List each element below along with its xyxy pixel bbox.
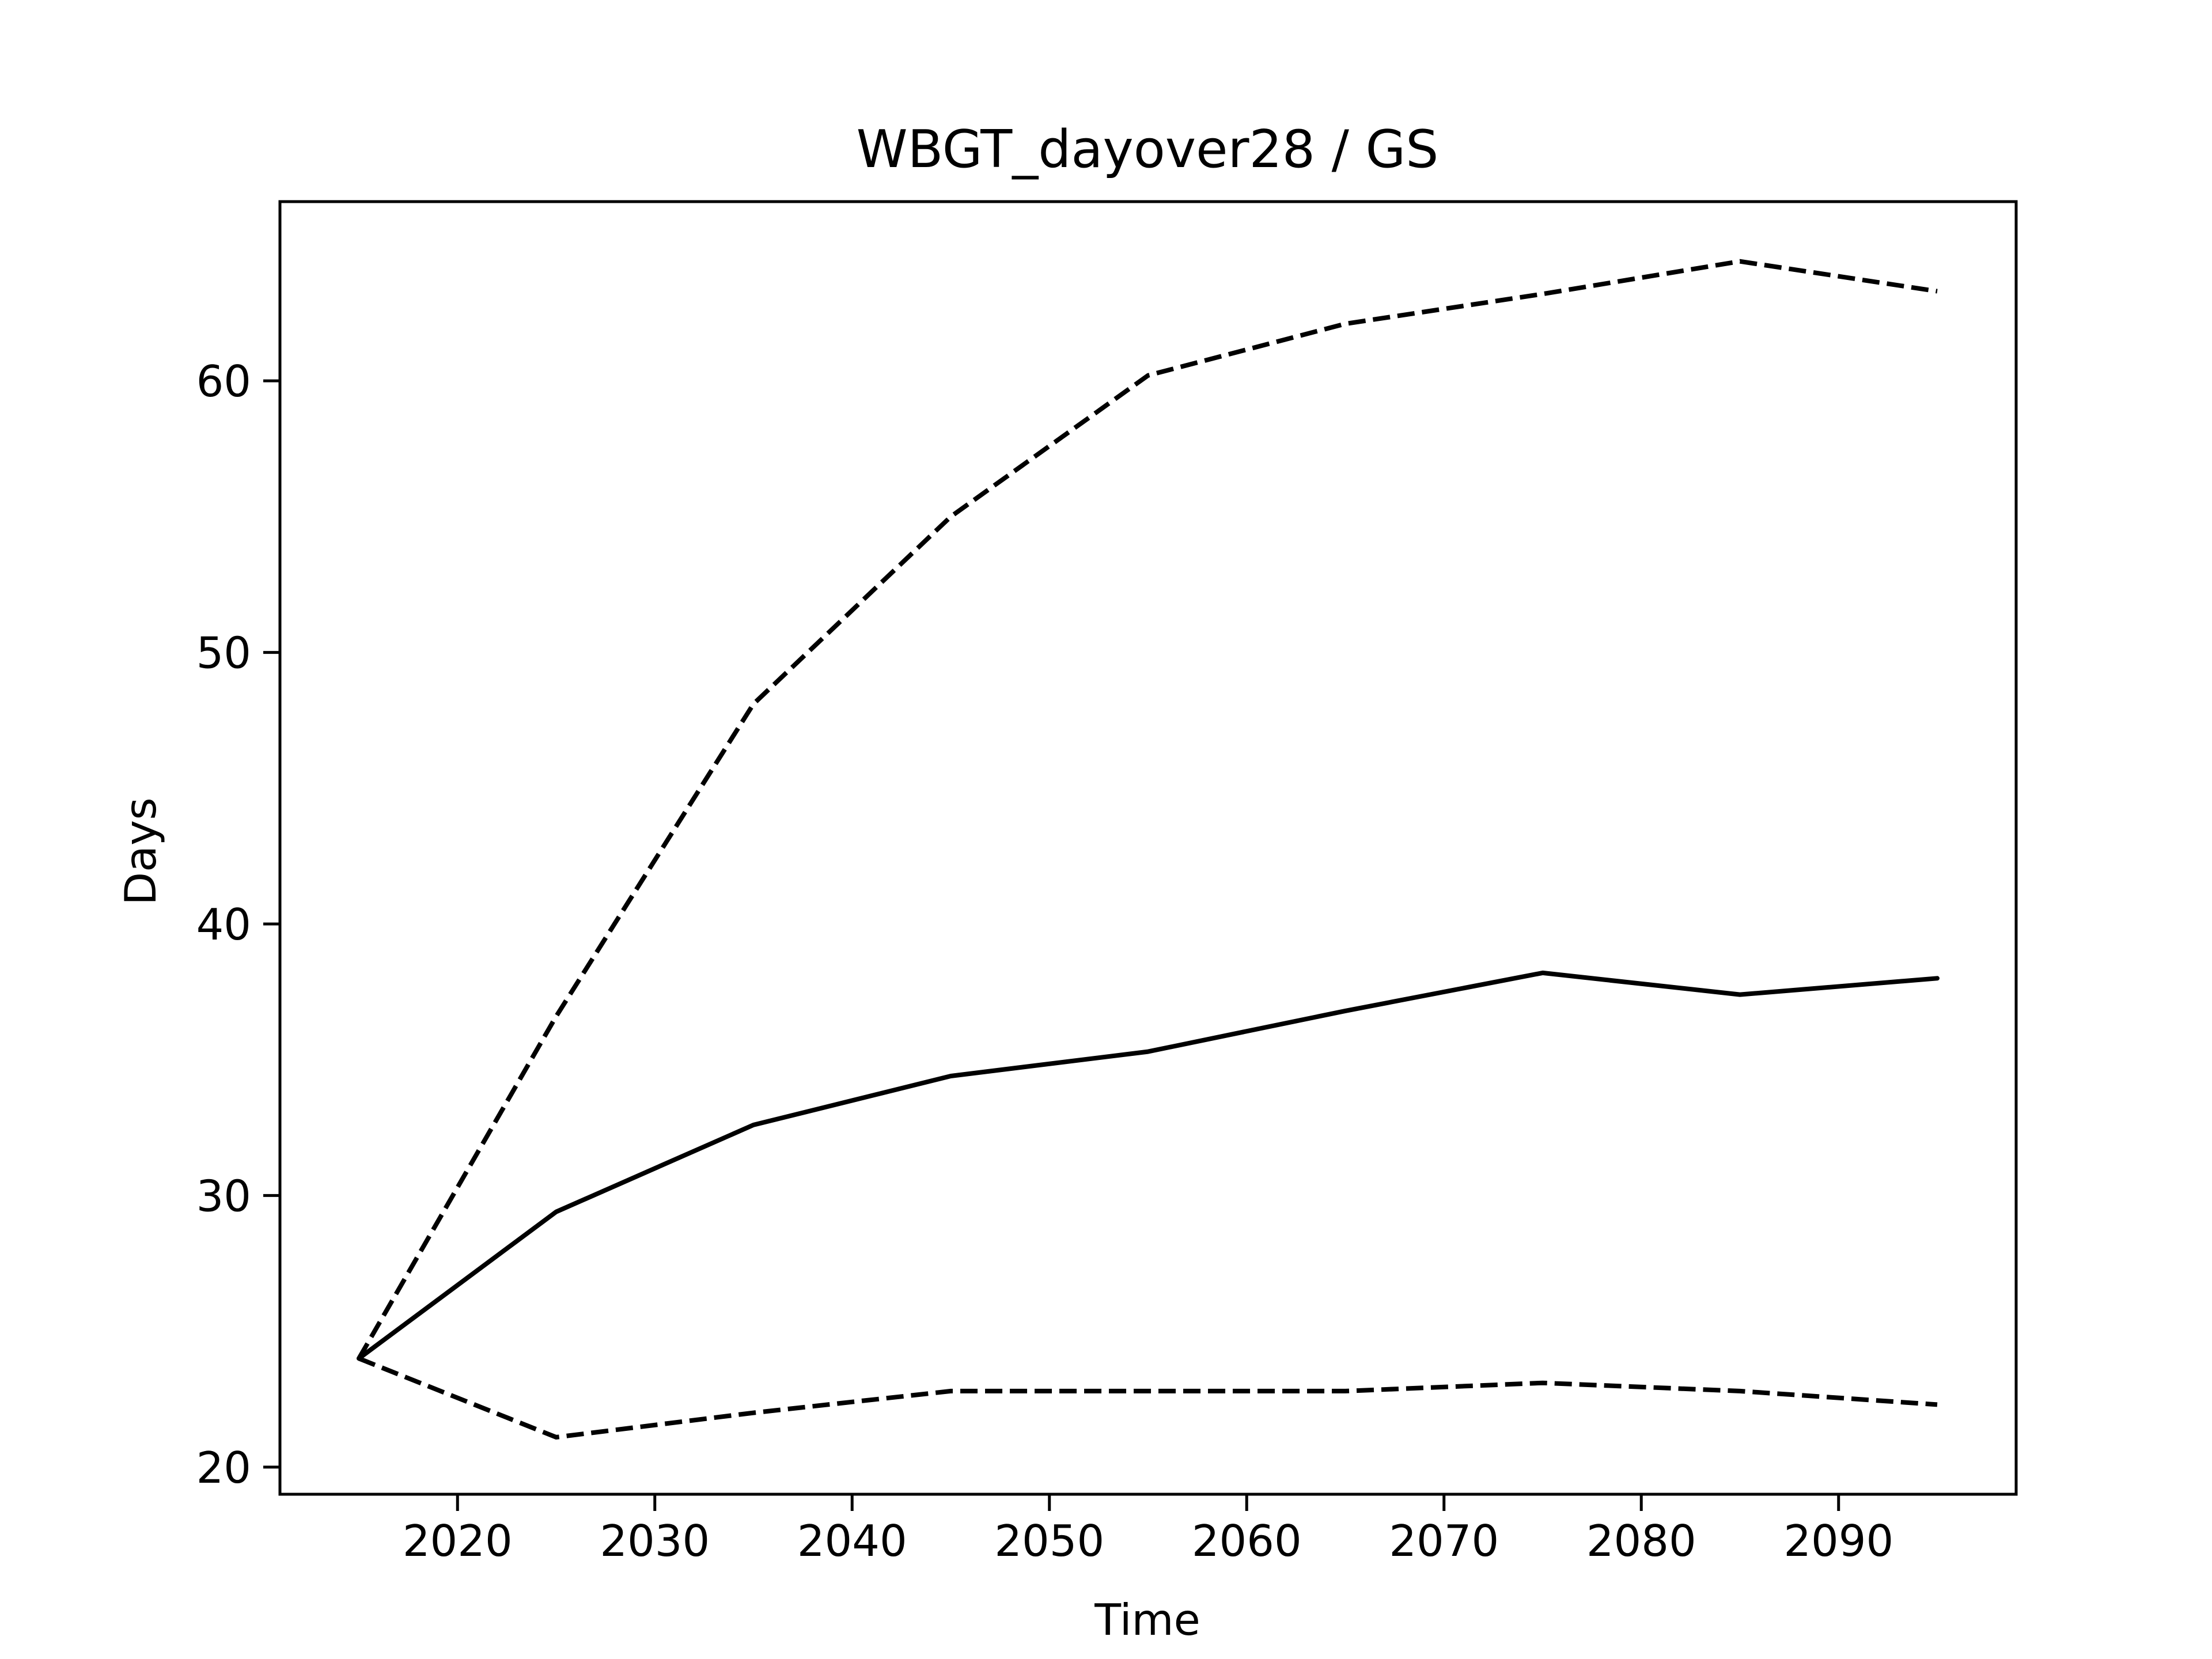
series-line-3 [358,1356,1938,1440]
x-tick-label-2050: 2050 [994,1516,1104,1566]
x-axis-label: Time [1094,1594,1200,1645]
y-tick-label-40: 40 [196,899,251,950]
x-tick-label-2030: 2030 [600,1516,710,1566]
chart-title: WBGT_dayover28 / GS [857,119,1439,180]
y-tick-label-30: 30 [196,1171,251,1221]
x-tick-label-2060: 2060 [1192,1516,1302,1566]
x-tick-label-2080: 2080 [1586,1516,1696,1566]
series-line-1 [357,970,1940,1361]
x-tick-label-2040: 2040 [797,1516,907,1566]
axes-frame [278,200,2018,1496]
y-tick-label-50: 50 [196,628,251,679]
x-tick-label-2070: 2070 [1389,1516,1499,1566]
y-tick-label-20: 20 [196,1442,251,1493]
y-tick-label-60: 60 [196,356,251,407]
x-tick-label-2090: 2090 [1783,1516,1893,1566]
series-line-2 [357,259,1938,1360]
y-axis-label: Days [115,797,166,905]
x-tick-label-2020: 2020 [403,1516,513,1566]
plot-area: 2020 2030 2040 2050 2060 2070 2080 209020304050… [196,200,2018,1566]
